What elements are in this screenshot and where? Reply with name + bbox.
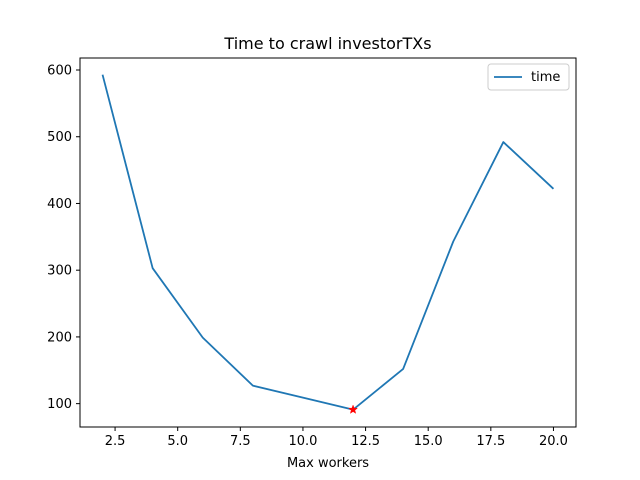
x-tick-label: 20.0 <box>539 434 568 449</box>
y-tick-label: 500 <box>47 130 72 145</box>
plot-area: 2.5 5.0 7.5 10.0 12.5 15.0 17.5 20.0 100 200 300 40… <box>47 57 577 449</box>
y-tick-label: 400 <box>47 197 72 212</box>
legend-label-time: time <box>531 70 560 85</box>
legend: time <box>487 63 570 91</box>
x-tick-label: 7.5 <box>230 434 251 449</box>
series-line-time <box>101 74 555 411</box>
x-tick-label: 12.5 <box>351 434 380 449</box>
x-axis-label: Max workers <box>287 456 369 471</box>
min-star-marker <box>348 404 359 414</box>
y-tick-label: 100 <box>47 397 72 412</box>
legend-box <box>487 63 570 91</box>
x-tick-label: 5.0 <box>167 434 188 449</box>
y-tick-label: 200 <box>47 330 72 345</box>
x-tick-label: 17.5 <box>476 434 505 449</box>
x-tick-label: 10.0 <box>288 434 317 449</box>
x-tick-label: 2.5 <box>105 434 126 449</box>
x-tick-label: 15.0 <box>414 434 443 449</box>
y-tick-label: 300 <box>47 264 72 279</box>
y-tick-label: 600 <box>47 64 72 79</box>
chart-title: Time to crawl investorTXs <box>223 34 431 53</box>
axes-frame <box>79 57 577 428</box>
